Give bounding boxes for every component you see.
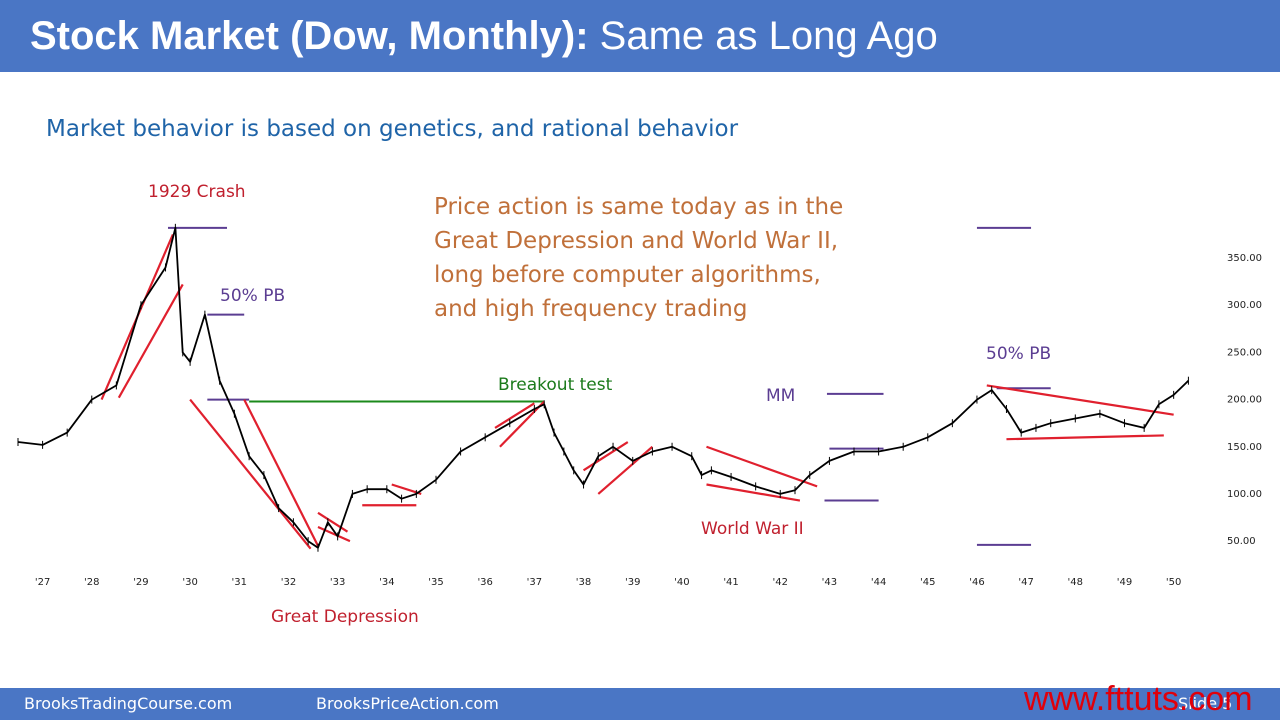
y-tick-label: 100.00: [1227, 489, 1262, 500]
note-line: long before computer algorithms,: [434, 262, 821, 288]
note-line: Great Depression and World War II,: [434, 228, 839, 254]
title-light: Same as Long Ago: [599, 14, 938, 58]
x-tick-label: '33: [330, 577, 345, 588]
label-world-war-ii: World War II: [701, 519, 804, 539]
page-title: Stock Market (Dow, Monthly): Same as Lon…: [30, 12, 938, 60]
x-tick-label: '42: [773, 577, 788, 588]
x-tick-label: '32: [281, 577, 296, 588]
y-tick-label: 250.00: [1227, 347, 1262, 358]
x-tick-label: '28: [84, 577, 99, 588]
y-tick-label: 50.00: [1227, 536, 1256, 547]
price-action-note: Price action is same today as in the Gre…: [434, 190, 843, 326]
footer-left-link[interactable]: BrooksTradingCourse.com: [24, 694, 233, 713]
label-mm: MM: [766, 386, 795, 406]
x-tick-label: '30: [182, 577, 197, 588]
x-tick-label: '31: [232, 577, 247, 588]
x-tick-label: '48: [1068, 577, 1083, 588]
trend-line: [117, 283, 184, 399]
trend-line: [1006, 434, 1164, 441]
x-tick-label: '27: [35, 577, 50, 588]
trend-line: [317, 511, 349, 533]
x-tick-label: '41: [723, 577, 738, 588]
price-line: [17, 226, 1190, 549]
chart-annotations: 1929 Crash 50% PB Breakout test MM 50% PB Wor…: [148, 182, 1051, 627]
x-tick-label: '37: [527, 577, 542, 588]
trend-line: [499, 400, 545, 448]
trend-line: [597, 445, 654, 495]
label-breakout-test: Breakout test: [498, 375, 613, 395]
label-50pb-1946: 50% PB: [986, 344, 1051, 364]
trend-line: [494, 402, 535, 429]
label-50pb-1930: 50% PB: [220, 286, 285, 306]
footer-mid-link[interactable]: BrooksPriceAction.com: [316, 694, 499, 713]
x-tick-label: '36: [477, 577, 492, 588]
slide-number: Slide 5: [1178, 694, 1233, 713]
trend-lines: [100, 234, 1174, 550]
y-axis: 350.00 300.00 250.00 200.00 150.00 100.00 50.0…: [1227, 253, 1262, 547]
x-tick-label: '50: [1166, 577, 1181, 588]
title-bold: Stock Market (Dow, Monthly):: [30, 14, 589, 58]
x-tick-label: '34: [379, 577, 394, 588]
trend-line: [317, 525, 351, 543]
trend-line: [582, 441, 629, 472]
y-tick-label: 350.00: [1227, 253, 1262, 264]
label-great-depression: Great Depression: [271, 607, 419, 627]
x-tick-label: '43: [822, 577, 837, 588]
trend-line: [706, 483, 801, 502]
x-tick-label: '45: [920, 577, 935, 588]
x-tick-label: '35: [428, 577, 443, 588]
note-line: and high frequency trading: [434, 296, 748, 322]
price-series: [17, 223, 1190, 552]
dow-monthly-chart: '27 '28 '29 '30 '31 '32 '33 '34 '35 '36 '37 '38 '39 '…: [17, 182, 1262, 627]
y-tick-label: 200.00: [1227, 395, 1262, 406]
title-bar: Stock Market (Dow, Monthly): Same as Lon…: [0, 0, 1280, 72]
footer-bar: BrooksTradingCourse.com BrooksPriceActio…: [0, 688, 1280, 720]
y-tick-label: 150.00: [1227, 442, 1262, 453]
trend-line: [706, 445, 818, 488]
trend-line: [986, 384, 1174, 416]
watermark-text: www.fttuts.com: [1024, 680, 1253, 718]
x-tick-label: '47: [1018, 577, 1033, 588]
x-tick-label: '38: [576, 577, 591, 588]
x-tick-label: '29: [133, 577, 148, 588]
x-tick-label: '44: [871, 577, 886, 588]
y-tick-label: 300.00: [1227, 300, 1262, 311]
x-tick-label: '40: [674, 577, 689, 588]
trend-line: [243, 399, 319, 547]
note-line: Price action is same today as in the: [434, 194, 844, 220]
subtitle: Market behavior is based on genetics, an…: [46, 116, 739, 142]
x-axis: '27 '28 '29 '30 '31 '32 '33 '34 '35 '36 '37 '38 '39 '…: [35, 577, 1182, 588]
x-tick-label: '46: [969, 577, 984, 588]
x-tick-label: '39: [625, 577, 640, 588]
trend-line: [189, 398, 312, 550]
x-tick-label: '49: [1117, 577, 1132, 588]
level-lines: [167, 226, 1051, 546]
label-1929-crash: 1929 Crash: [148, 182, 246, 202]
